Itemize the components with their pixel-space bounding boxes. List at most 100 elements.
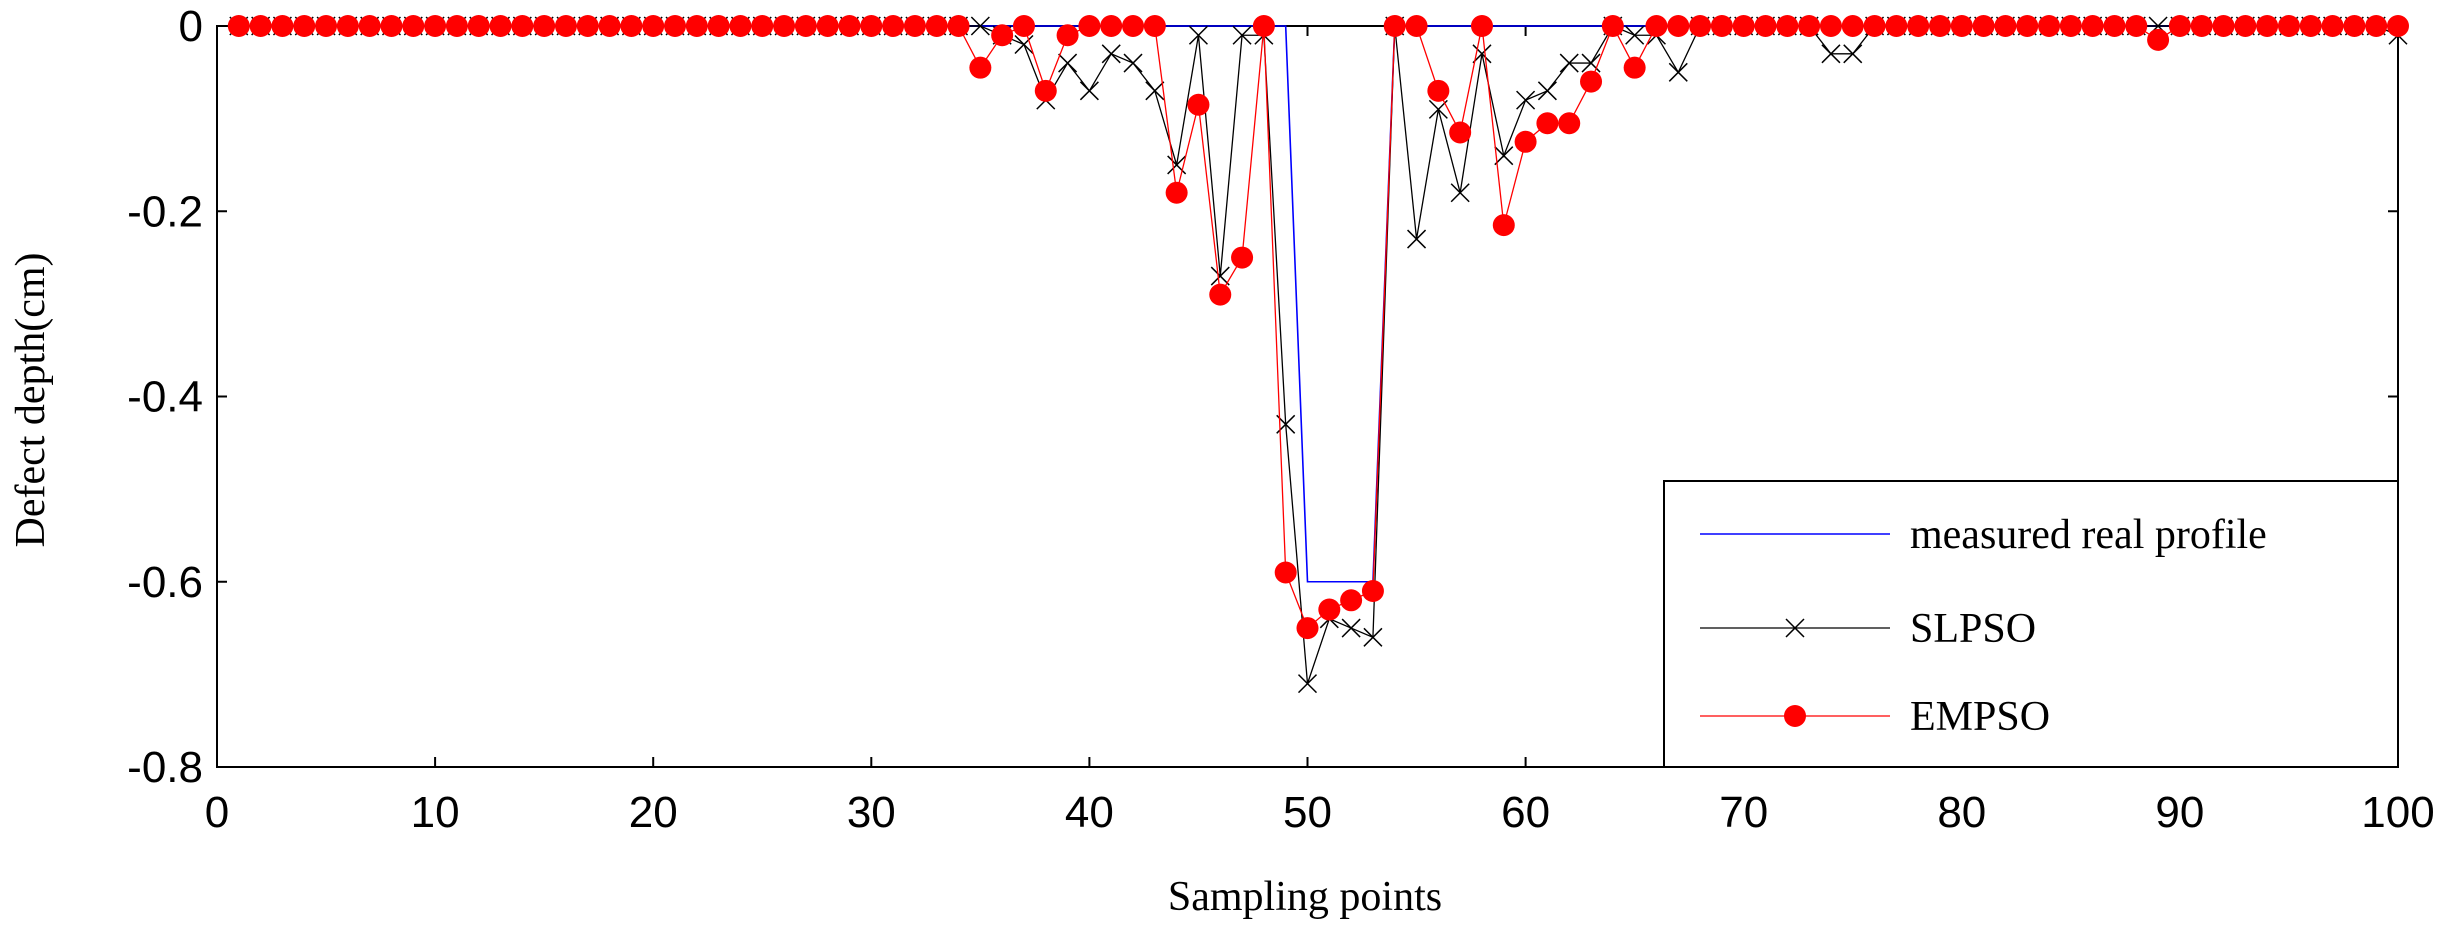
marker-empso-89 (2147, 28, 2170, 51)
marker-empso-55 (1405, 15, 1428, 37)
marker-empso-79 (1928, 15, 1951, 37)
marker-empso-93 (2234, 15, 2257, 37)
marker-slpso-57 (1450, 183, 1470, 203)
y-tick-label-1: -0.2 (127, 187, 203, 236)
marker-empso-52 (1340, 589, 1363, 612)
x-tick-label-70: 70 (1719, 788, 1768, 837)
marker-slpso-55 (1407, 229, 1427, 249)
marker-empso-47 (1231, 246, 1254, 269)
marker-empso-67 (1667, 15, 1690, 37)
marker-empso-49 (1274, 561, 1297, 584)
marker-empso-24 (729, 15, 752, 37)
marker-slpso-37 (1014, 34, 1034, 55)
marker-empso-64 (1601, 15, 1624, 37)
marker-empso-43 (1143, 15, 1166, 37)
marker-slpso-46 (1210, 266, 1230, 286)
x-tick-group: 0 10 20 30 40 50 60 70 80 90 100 (205, 26, 2435, 837)
marker-slpso-52 (1341, 618, 1361, 638)
marker-empso-9 (402, 15, 425, 37)
marker-empso-36 (991, 24, 1014, 47)
marker-slpso-42 (1123, 53, 1143, 73)
marker-empso-54 (1383, 15, 1406, 37)
marker-empso-98 (2343, 15, 2366, 37)
y-tick-label-0: 0 (179, 2, 203, 51)
marker-slpso-60 (1516, 90, 1536, 110)
marker-empso-46 (1209, 283, 1232, 306)
marker-empso-40 (1078, 15, 1101, 37)
marker-empso-53 (1361, 580, 1384, 603)
legend-label-slpso: SLPSO (1910, 606, 2036, 652)
marker-empso-33 (925, 15, 948, 37)
x-tick-label-30: 30 (847, 788, 896, 837)
marker-empso-13 (489, 15, 512, 37)
marker-empso-99 (2365, 15, 2388, 37)
y-tick-label-2: -0.4 (127, 373, 203, 422)
marker-empso-58 (1470, 15, 1493, 37)
marker-empso-19 (620, 15, 643, 37)
marker-empso-21 (664, 15, 687, 37)
marker-empso-96 (2299, 15, 2322, 37)
marker-empso-22 (685, 15, 708, 37)
marker-slpso-39 (1058, 53, 1078, 73)
marker-slpso-58 (1472, 44, 1492, 64)
x-tick-label-50: 50 (1283, 788, 1332, 837)
marker-empso-39 (1056, 24, 1079, 47)
marker-empso-14 (511, 15, 534, 37)
marker-empso-59 (1492, 214, 1515, 237)
marker-empso-27 (794, 15, 817, 37)
marker-empso-97 (2321, 15, 2344, 37)
marker-empso-11 (445, 15, 468, 37)
marker-empso-73 (1798, 15, 1821, 37)
marker-empso-18 (598, 15, 621, 37)
marker-empso-77 (1885, 15, 1908, 37)
marker-empso-87 (2103, 15, 2126, 37)
y-axis-label: Defect depth(cm) (8, 252, 54, 547)
marker-slpso-74 (1821, 44, 1841, 64)
marker-empso-38 (1034, 79, 1057, 102)
marker-slpso-47 (1232, 25, 1252, 45)
marker-empso-25 (751, 15, 774, 37)
y-tick-label-3: -0.6 (127, 558, 203, 607)
marker-empso-7 (358, 15, 381, 37)
marker-slpso-67 (1668, 62, 1688, 82)
marker-empso-44 (1165, 181, 1188, 204)
marker-empso-84 (2038, 15, 2061, 37)
marker-empso-92 (2212, 15, 2235, 37)
marker-empso-83 (2016, 15, 2039, 37)
marker-empso-26 (773, 15, 796, 37)
marker-empso-3 (271, 15, 294, 37)
x-tick-label-60: 60 (1501, 788, 1550, 837)
marker-empso-20 (642, 15, 665, 37)
y-tick-label-4: -0.8 (127, 743, 203, 792)
marker-empso-30 (860, 15, 883, 37)
x-axis-label: Sampling points (1168, 874, 1442, 920)
marker-slpso-63 (1581, 53, 1601, 73)
marker-empso-6 (336, 15, 359, 37)
x-tick-label-90: 90 (2155, 788, 2204, 837)
marker-empso-60 (1514, 130, 1537, 153)
marker-slpso-50 (1297, 674, 1318, 694)
marker-slpso-45 (1188, 25, 1208, 45)
marker-empso-95 (2277, 15, 2300, 37)
marker-empso-74 (1819, 15, 1842, 37)
marker-empso-4 (293, 15, 316, 37)
marker-slpso-53 (1363, 627, 1383, 647)
marker-empso-61 (1536, 112, 1559, 135)
legend-label-measured-real-profile: measured real profile (1910, 512, 2267, 558)
marker-empso-80 (1950, 15, 1973, 37)
marker-empso-41 (1100, 15, 1123, 37)
marker-empso-91 (2190, 15, 2213, 37)
x-tick-label-20: 20 (629, 788, 678, 837)
marker-empso-76 (1863, 15, 1886, 37)
marker-slpso-43 (1145, 81, 1165, 101)
x-tick-label-40: 40 (1065, 788, 1114, 837)
series-empso (227, 15, 2409, 640)
marker-empso-51 (1318, 598, 1341, 621)
marker-empso-15 (533, 15, 556, 37)
marker-empso-90 (2168, 15, 2191, 37)
marker-empso-81 (1972, 15, 1995, 37)
marker-empso-17 (576, 15, 599, 37)
marker-empso-1 (227, 15, 250, 37)
marker-empso-10 (424, 15, 447, 37)
